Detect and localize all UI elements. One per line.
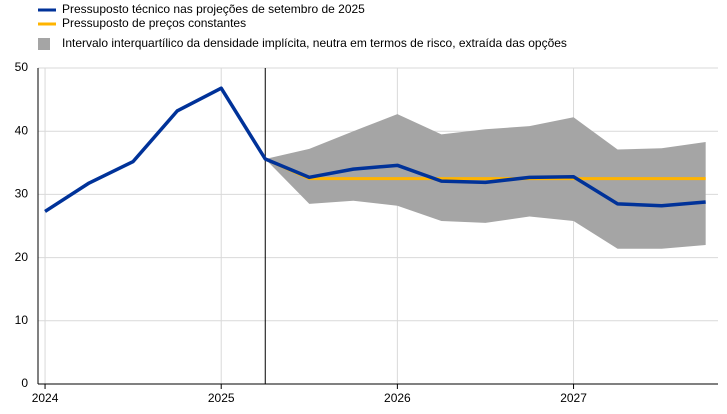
series-line bbox=[44, 86, 706, 213]
y-tick-label: 30 bbox=[15, 187, 29, 201]
y-tick-label: 20 bbox=[15, 250, 29, 264]
y-tick-label: 10 bbox=[15, 313, 29, 327]
legend-label: Intervalo interquartílico da densidade i… bbox=[62, 36, 567, 50]
y-tick-label: 40 bbox=[15, 123, 29, 137]
legend-label: Pressuposto técnico nas projeções de set… bbox=[62, 2, 365, 16]
x-tick-label: 2026 bbox=[384, 391, 411, 405]
legend-label: Pressuposto de preços constantes bbox=[62, 16, 246, 30]
legend-swatch bbox=[38, 38, 50, 50]
x-tick-label: 2024 bbox=[32, 391, 59, 405]
series-line bbox=[264, 157, 706, 181]
y-tick-label: 0 bbox=[21, 376, 28, 390]
y-tick-label: 50 bbox=[15, 60, 29, 74]
x-tick-label: 2027 bbox=[560, 391, 587, 405]
x-tick-label: 2025 bbox=[208, 391, 235, 405]
